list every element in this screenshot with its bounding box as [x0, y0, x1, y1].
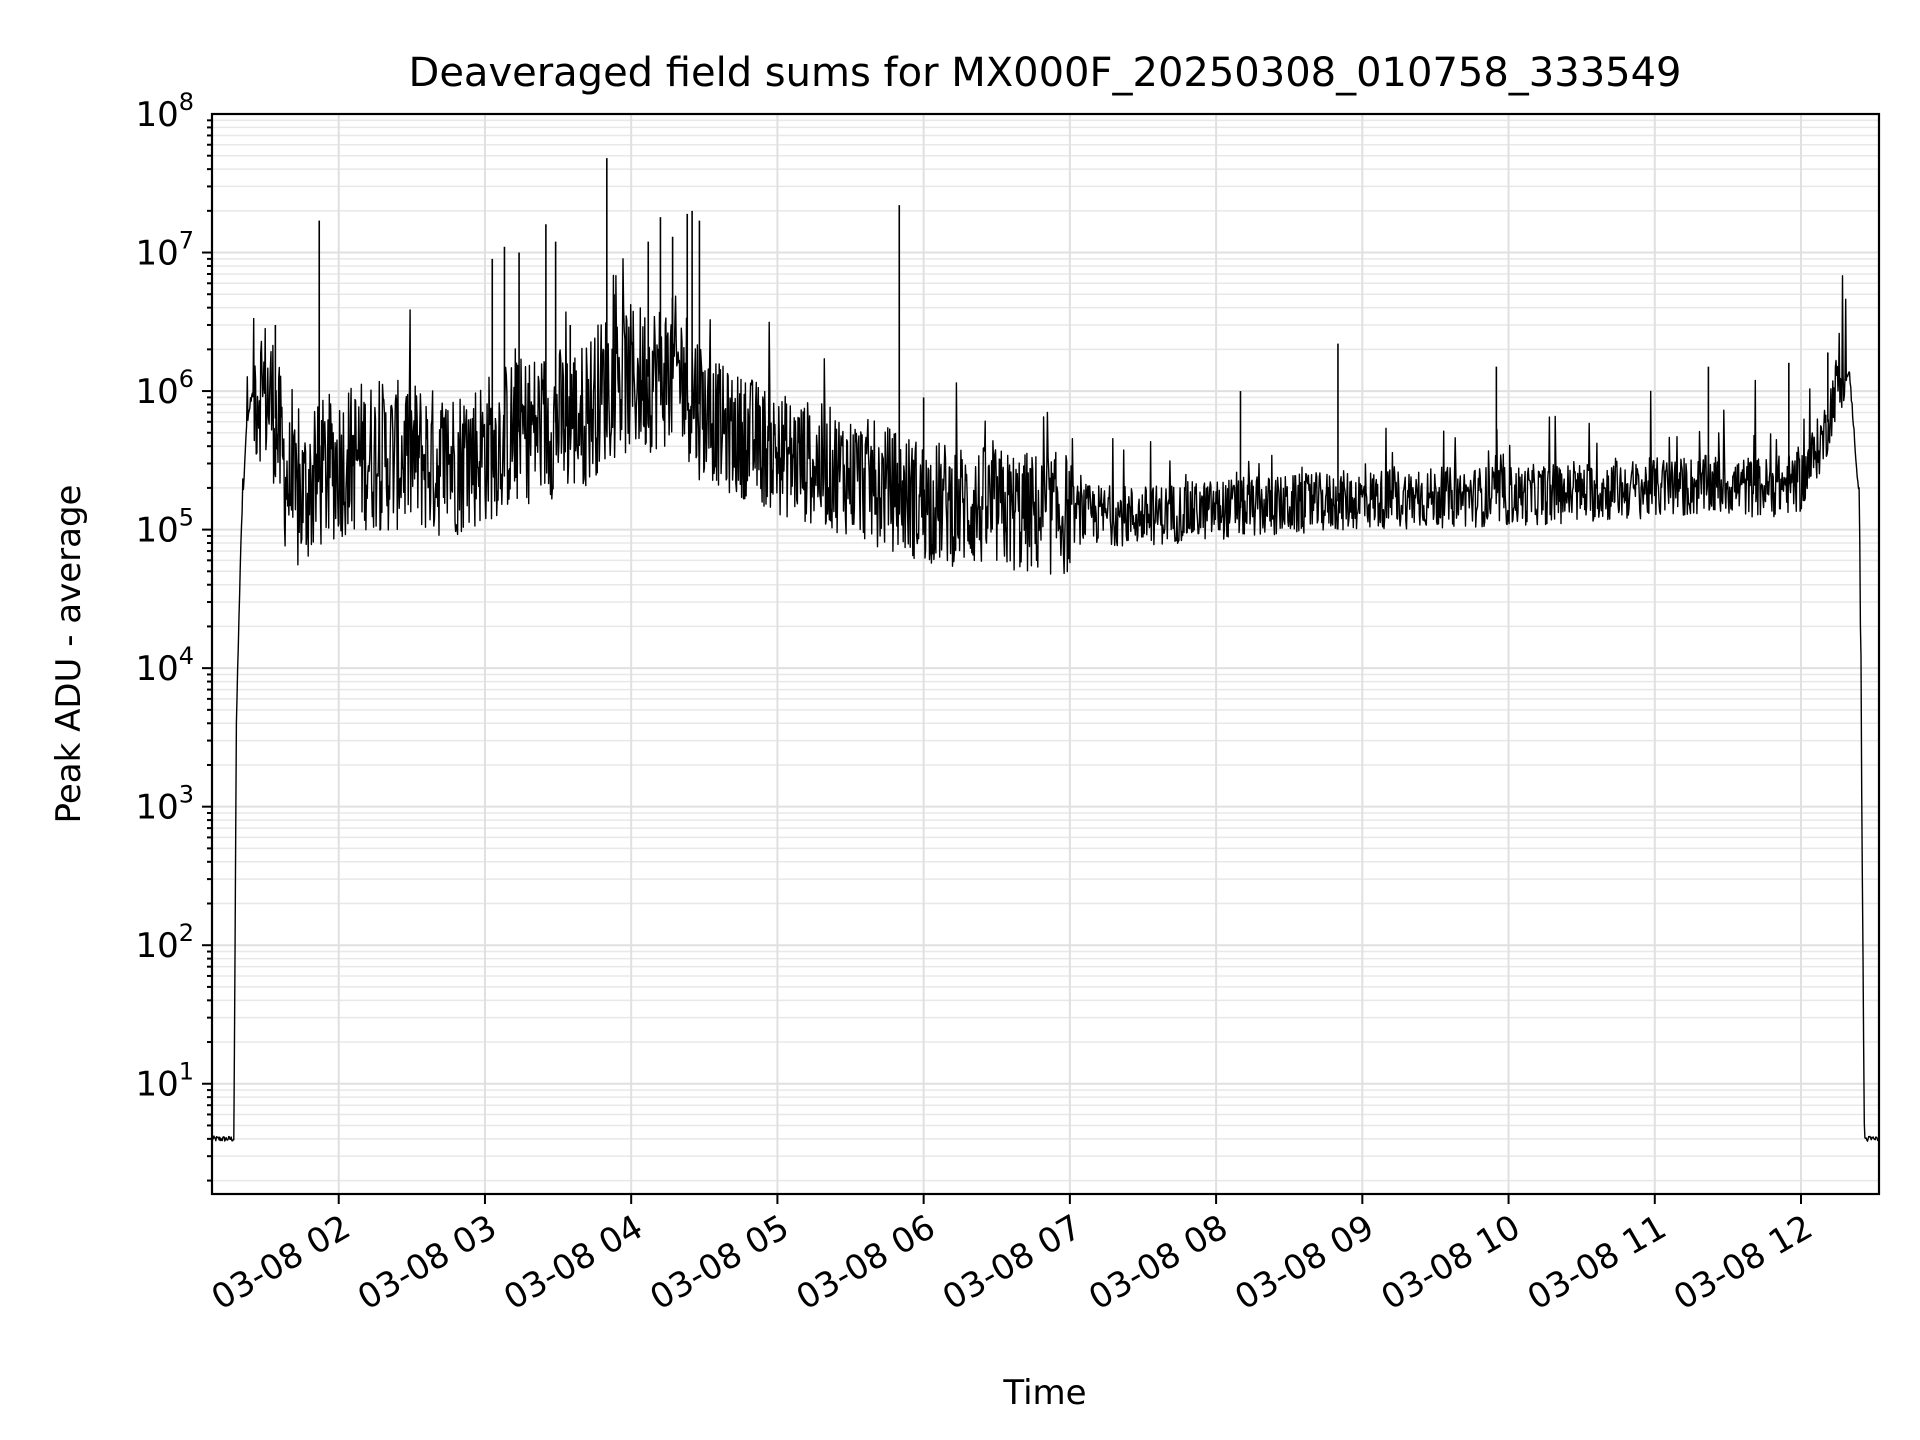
x-tick-label: 03-08 06 — [790, 1207, 942, 1318]
y-tick-label: 103 — [135, 781, 194, 828]
y-tick-label: 102 — [135, 919, 194, 966]
y-tick-label: 101 — [135, 1058, 194, 1105]
series-line — [211, 258, 1880, 1142]
x-tick-label: 03-08 02 — [205, 1207, 357, 1318]
x-tick-label: 03-08 05 — [644, 1207, 796, 1318]
x-tick-label: 03-08 08 — [1082, 1207, 1234, 1318]
y-tick-label: 106 — [135, 365, 194, 412]
plot-frame — [210, 112, 1881, 1196]
x-tick-label: 03-08 12 — [1667, 1207, 1819, 1318]
y-axis: 101 102 103 104 105 106 107 108 — [135, 88, 212, 1182]
grid — [212, 114, 1879, 1194]
x-tick-label: 03-08 09 — [1228, 1207, 1380, 1318]
x-tick-label: 03-08 07 — [936, 1207, 1088, 1318]
x-tick-label: 03-08 04 — [497, 1207, 649, 1318]
y-axis-title: Peak ADU - average — [49, 485, 89, 824]
x-tick-label: 03-08 11 — [1521, 1207, 1673, 1318]
x-tick-label: 03-08 10 — [1375, 1207, 1527, 1318]
y-tick-label: 105 — [135, 504, 194, 551]
chart-title: Deaveraged field sums for MX000F_2025030… — [409, 50, 1682, 96]
y-tick-label: 104 — [135, 642, 194, 689]
x-axis-title: Time — [1002, 1373, 1086, 1413]
y-tick-label: 107 — [135, 227, 194, 274]
x-tick-label: 03-08 03 — [351, 1207, 503, 1318]
series-layer — [211, 158, 1880, 1142]
y-tick-label: 108 — [135, 88, 194, 135]
